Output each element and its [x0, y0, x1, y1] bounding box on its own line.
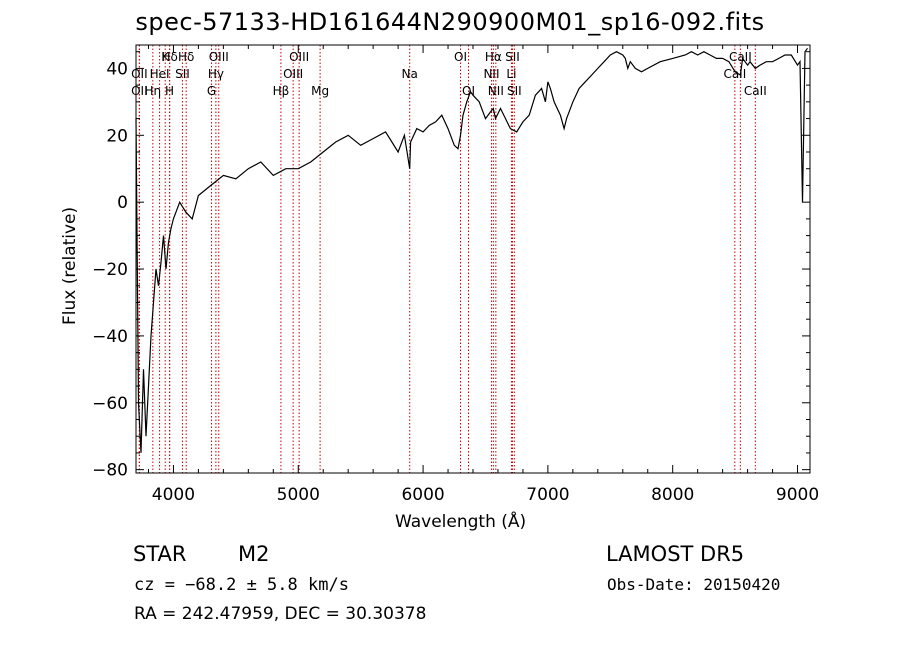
- line-label: OII: [131, 84, 148, 98]
- y-tick-label: −20: [92, 260, 128, 280]
- line-label: NII: [483, 67, 499, 81]
- line-label: Hγ: [208, 67, 224, 81]
- object-subclass: M2: [238, 542, 270, 566]
- line-label: K: [161, 50, 170, 64]
- x-tick-label: 6000: [401, 485, 444, 505]
- line-label: Mg: [311, 84, 329, 98]
- y-axis-ticks: −80 −60 −40 −20 0 20 40: [92, 51, 810, 481]
- x-tick-label: 8000: [651, 485, 694, 505]
- line-label: Li: [506, 67, 516, 81]
- survey-name: LAMOST DR5: [606, 542, 745, 566]
- line-label: H: [165, 84, 174, 98]
- chart-title: spec-57133-HD161644N290900M01_sp16-092.f…: [135, 8, 765, 36]
- y-tick-label: −40: [92, 327, 128, 347]
- line-label: SII: [505, 50, 520, 64]
- redshift-velocity: cz = −68.2 ± 5.8 km/s: [134, 575, 349, 595]
- line-label: Na: [402, 67, 418, 81]
- ra-dec-coordinates: RA = 242.47959, DEC = 30.30378: [134, 604, 427, 624]
- x-tick-label: 7000: [526, 485, 569, 505]
- line-label: OI: [454, 50, 467, 64]
- line-label: HeI: [150, 67, 170, 81]
- x-tick-label: 5000: [277, 485, 320, 505]
- y-tick-label: −60: [92, 394, 128, 414]
- y-tick-label: 20: [106, 126, 128, 146]
- line-label: OII: [131, 67, 148, 81]
- y-axis-label: Flux (relative): [60, 206, 80, 325]
- line-label: OIII: [209, 50, 229, 64]
- line-label: OIII: [289, 50, 309, 64]
- x-axis-ticks: 4000 5000 6000 7000 8000 9000: [147, 45, 819, 505]
- spectrum-line: [135, 47, 808, 453]
- line-label: SII: [507, 84, 522, 98]
- line-label: Hη: [145, 84, 162, 98]
- line-label: OIII: [283, 67, 303, 81]
- plot-frame: [135, 44, 811, 474]
- y-tick-label: 40: [106, 59, 128, 79]
- line-label: CaII: [729, 50, 752, 64]
- spectral-line-markers: [138, 45, 756, 473]
- observation-date: Obs-Date: 20150420: [607, 575, 781, 594]
- line-label: Hβ: [273, 84, 290, 98]
- y-tick-label: 0: [117, 193, 128, 213]
- line-label: NII: [488, 84, 504, 98]
- x-tick-label: 9000: [776, 485, 819, 505]
- line-label: CaII: [723, 67, 746, 81]
- line-label: G: [207, 84, 216, 98]
- line-label: Hδ: [178, 50, 194, 64]
- x-tick-label: 4000: [152, 485, 195, 505]
- line-label: CaII: [744, 84, 767, 98]
- x-axis-label: Wavelength (Å): [395, 512, 527, 532]
- line-label: SII: [175, 67, 190, 81]
- object-class: STAR: [133, 542, 187, 566]
- y-tick-label: −80: [92, 461, 128, 481]
- line-label: Hα: [485, 50, 502, 64]
- line-label: Hδ: [162, 50, 178, 64]
